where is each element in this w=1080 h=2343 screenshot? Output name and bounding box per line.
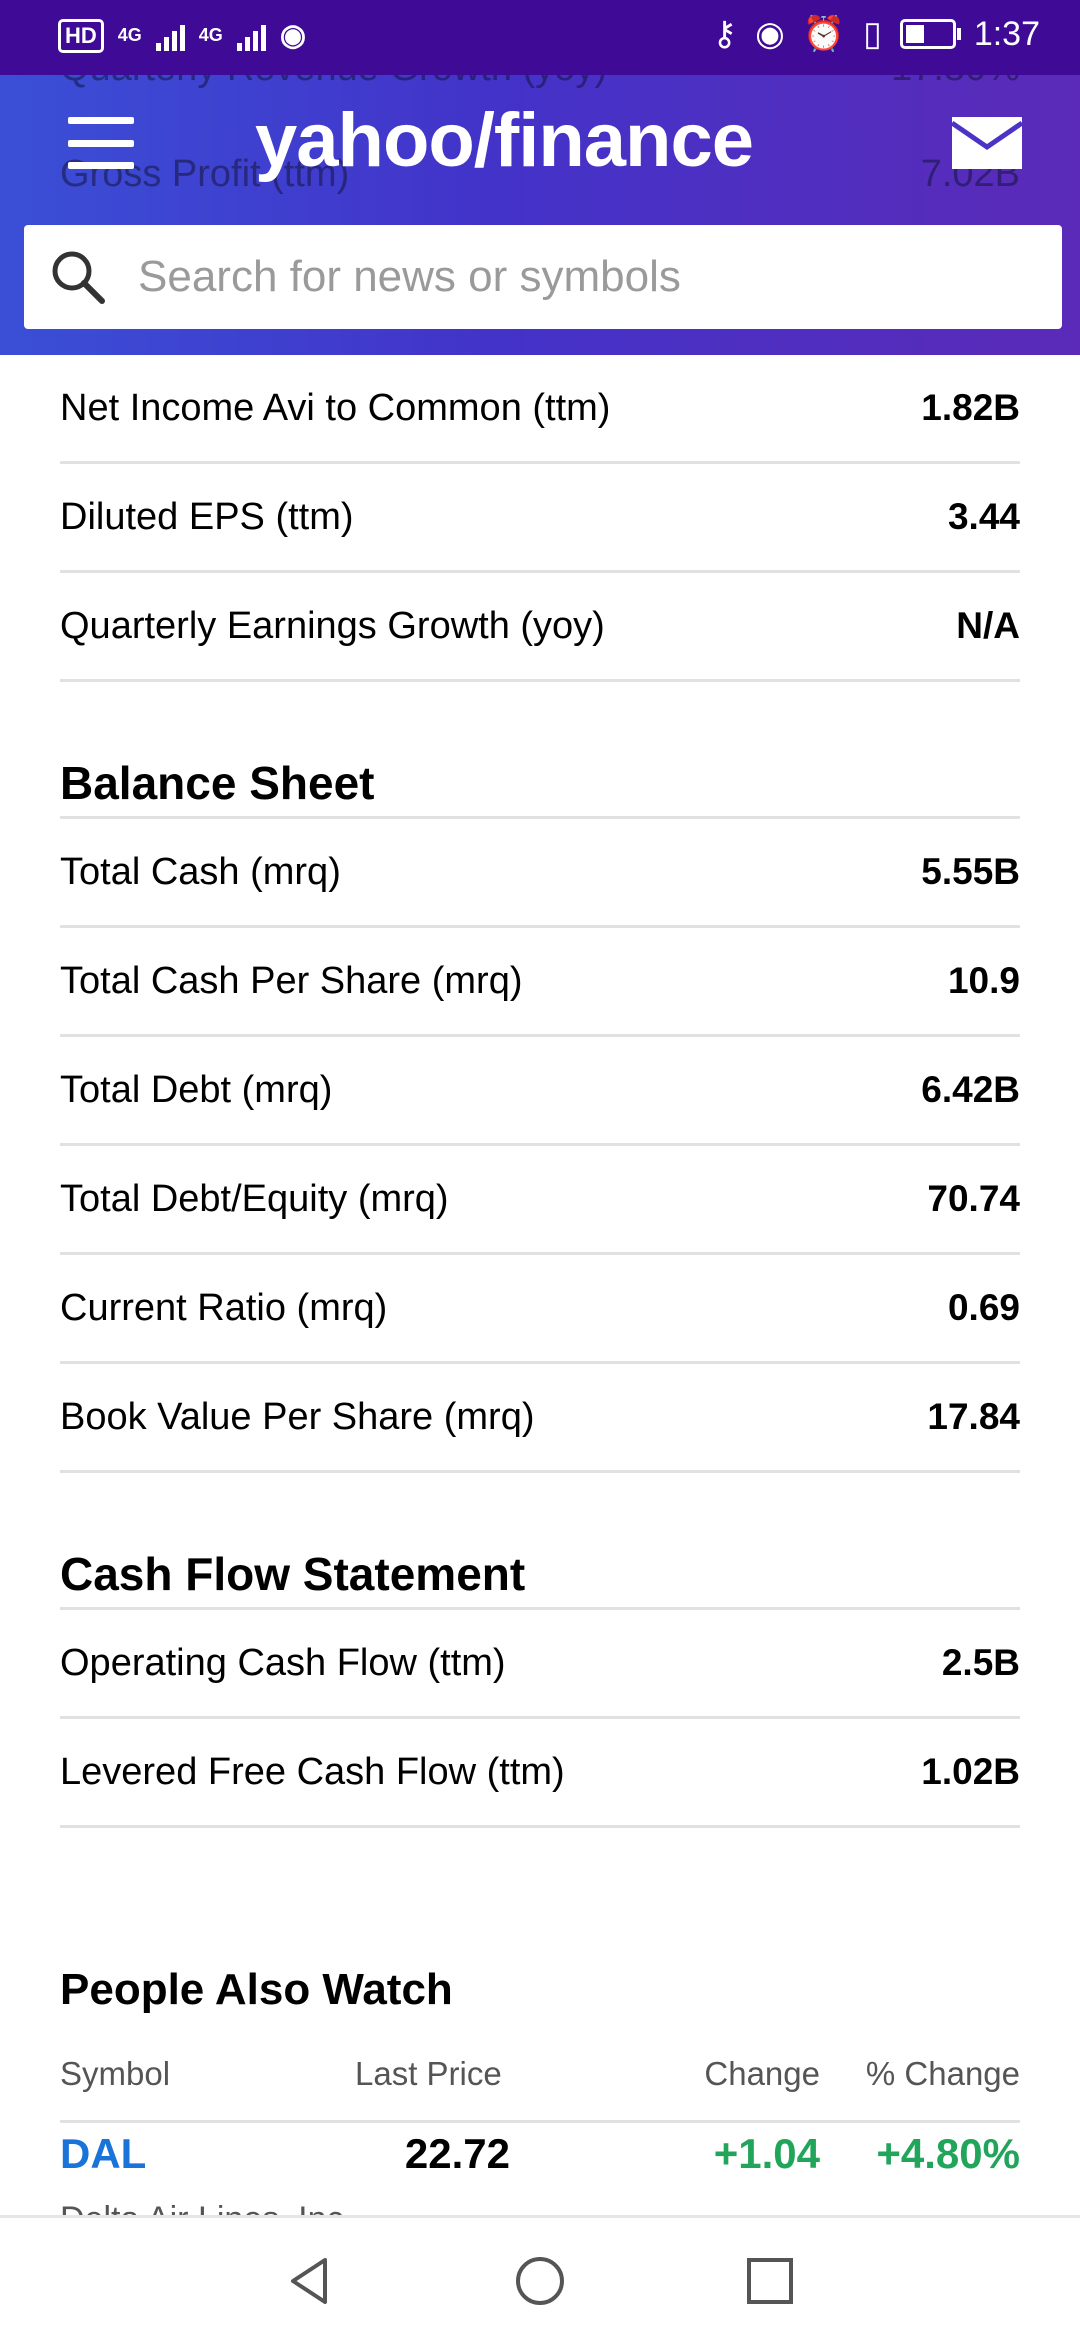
stat-row: Levered Free Cash Flow (ttm) 1.02B bbox=[60, 1719, 1020, 1828]
hotspot-icon: ◉ bbox=[279, 19, 306, 52]
stat-label: Operating Cash Flow (ttm) bbox=[60, 1641, 506, 1684]
watch-last-price: 22.72 bbox=[404, 2130, 510, 2177]
stat-value: 5.55B bbox=[921, 851, 1020, 892]
stat-value: 10.9 bbox=[947, 960, 1020, 1001]
status-bar: HD 4G 4G ◉ ⚷ ◉ ⏰ ▯ 1:37 bbox=[0, 0, 1080, 75]
stat-row: Total Cash (mrq) 5.55B bbox=[60, 819, 1020, 928]
stat-row: Total Debt (mrq) 6.42B bbox=[60, 1037, 1020, 1146]
stat-row: Net Income Avi to Common (ttm) 1.82B bbox=[60, 355, 1020, 464]
header-last-price: Last Price bbox=[355, 2055, 502, 2092]
yahoo-finance-logo[interactable]: yahoo/finance bbox=[255, 98, 754, 183]
stat-row: Current Ratio (mrq) 0.69 bbox=[60, 1255, 1020, 1364]
stat-row: Operating Cash Flow (ttm) 2.5B bbox=[60, 1610, 1020, 1719]
stat-value: N/A bbox=[956, 605, 1020, 646]
ghost-row: Quarterly Revenue Growth (yoy) 17.80% bbox=[60, 75, 1020, 90]
system-nav-bar bbox=[0, 2215, 1080, 2343]
home-nav-icon[interactable] bbox=[515, 2256, 565, 2306]
clock-time: 1:37 bbox=[973, 14, 1040, 53]
stat-label: Total Debt (mrq) bbox=[60, 1068, 333, 1111]
stat-value: 70.74 bbox=[927, 1178, 1020, 1219]
signal-icon-2 bbox=[236, 21, 266, 51]
network-type-1: 4G bbox=[117, 25, 142, 45]
section-title-cash-flow: Cash Flow Statement bbox=[60, 1511, 1020, 1610]
recents-nav-icon[interactable] bbox=[745, 2256, 795, 2306]
people-also-watch-title: People Also Watch bbox=[60, 1965, 453, 2014]
mail-icon[interactable] bbox=[952, 117, 1022, 169]
stat-label: Current Ratio (mrq) bbox=[60, 1286, 388, 1329]
ghost-value: 17.80% bbox=[891, 75, 1020, 90]
stat-label: Levered Free Cash Flow (ttm) bbox=[60, 1750, 565, 1793]
stat-row: Book Value Per Share (mrq) 17.84 bbox=[60, 1364, 1020, 1473]
signal-icon bbox=[155, 21, 185, 51]
watch-row[interactable]: DAL 22.72 +1.04 +4.80% bbox=[60, 2130, 1020, 2200]
header-change: Change bbox=[704, 2055, 820, 2092]
stat-value: 6.42B bbox=[921, 1069, 1020, 1110]
ghost-label: Quarterly Revenue Growth (yoy) bbox=[60, 75, 607, 90]
battery-icon bbox=[899, 19, 961, 49]
ghost-label: Gross Profit (ttm) bbox=[60, 153, 350, 195]
watch-company-name: Delta Air Lines, Inc. bbox=[60, 2200, 353, 2216]
stat-value: 1.82B bbox=[921, 387, 1020, 428]
status-right: ⚷ ◉ ⏰ ▯ 1:37 bbox=[712, 14, 1040, 54]
statistics-content: Net Income Avi to Common (ttm) 1.82B Dil… bbox=[60, 355, 1020, 1828]
stat-label: Total Cash (mrq) bbox=[60, 850, 341, 893]
stat-value: 2.5B bbox=[941, 1642, 1020, 1683]
alarm-icon: ⏰ bbox=[802, 15, 846, 53]
search-icon bbox=[52, 251, 105, 304]
app-header: Quarterly Revenue Growth (yoy) 17.80% Gr… bbox=[0, 75, 1080, 355]
stat-row: Total Debt/Equity (mrq) 70.74 bbox=[60, 1146, 1020, 1255]
stat-row: Quarterly Earnings Growth (yoy) N/A bbox=[60, 573, 1020, 682]
stat-value: 17.84 bbox=[927, 1396, 1020, 1437]
stat-value: 3.44 bbox=[947, 496, 1020, 537]
stat-row: Diluted EPS (ttm) 3.44 bbox=[60, 464, 1020, 573]
vibrate-icon: ▯ bbox=[863, 15, 882, 53]
hd-badge: HD bbox=[58, 18, 104, 53]
status-left: HD 4G 4G ◉ bbox=[58, 18, 306, 53]
header-pct-change: % Change bbox=[865, 2055, 1020, 2092]
stat-label: Total Debt/Equity (mrq) bbox=[60, 1177, 449, 1220]
eye-icon: ◉ bbox=[755, 15, 785, 53]
watch-pct-change: +4.80% bbox=[876, 2130, 1020, 2177]
stat-label: Net Income Avi to Common (ttm) bbox=[60, 386, 611, 429]
stat-value: 1.02B bbox=[921, 1751, 1020, 1792]
key-icon: ⚷ bbox=[712, 15, 738, 53]
stat-label: Diluted EPS (ttm) bbox=[60, 495, 354, 538]
stat-value: 0.69 bbox=[947, 1287, 1020, 1328]
hamburger-menu-icon[interactable] bbox=[68, 117, 134, 169]
header-symbol: Symbol bbox=[60, 2055, 171, 2092]
watch-table-header: Symbol Last Price Change % Change bbox=[60, 2055, 1020, 2123]
network-type-2: 4G bbox=[198, 25, 223, 45]
search-bar[interactable] bbox=[24, 225, 1062, 329]
watch-symbol-link[interactable]: DAL bbox=[60, 2130, 147, 2177]
stat-label: Total Cash Per Share (mrq) bbox=[60, 959, 523, 1002]
section-title-balance-sheet: Balance Sheet bbox=[60, 720, 1020, 819]
stat-label: Book Value Per Share (mrq) bbox=[60, 1395, 535, 1438]
stat-row: Total Cash Per Share (mrq) 10.9 bbox=[60, 928, 1020, 1037]
stat-label: Quarterly Earnings Growth (yoy) bbox=[60, 604, 605, 647]
watch-change: +1.04 bbox=[713, 2130, 820, 2177]
search-input[interactable] bbox=[136, 251, 1020, 303]
back-nav-icon[interactable] bbox=[285, 2256, 335, 2306]
